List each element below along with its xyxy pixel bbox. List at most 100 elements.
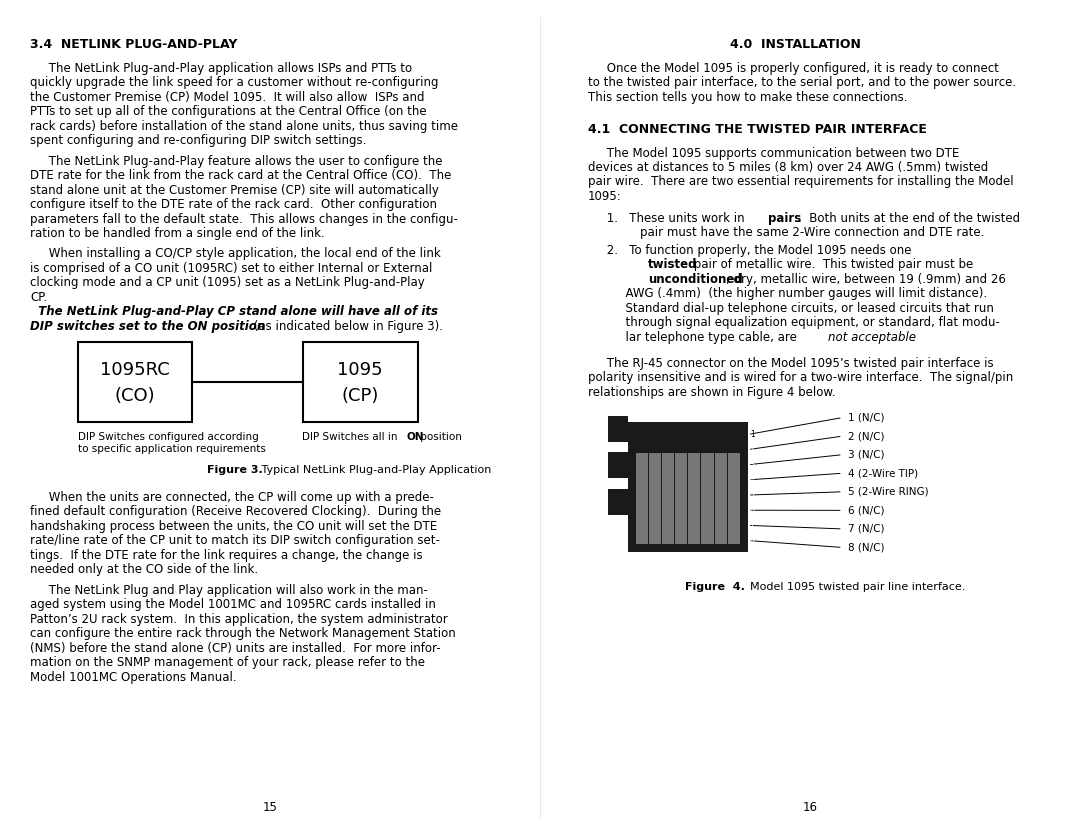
Text: 3: 3 [750, 460, 755, 470]
Text: Figure  4.: Figure 4. [686, 582, 745, 592]
Text: Model 1095 twisted pair line interface.: Model 1095 twisted pair line interface. [743, 582, 966, 592]
FancyBboxPatch shape [608, 452, 627, 479]
Text: twisted: twisted [648, 259, 698, 271]
Text: 4: 4 [750, 475, 755, 485]
FancyBboxPatch shape [715, 454, 727, 545]
Text: polarity insensitive and is wired for a two-wire interface.  The signal/pin: polarity insensitive and is wired for a … [588, 371, 1013, 384]
Text: unconditioned: unconditioned [648, 273, 743, 286]
Text: pairs: pairs [768, 212, 801, 224]
Text: 3 (N/C): 3 (N/C) [848, 450, 885, 460]
Text: relationships are shown in Figure 4 below.: relationships are shown in Figure 4 belo… [588, 386, 836, 399]
Text: the Customer Premise (CP) Model 1095.  It will also allow  ISPs and: the Customer Premise (CP) Model 1095. It… [30, 91, 424, 103]
Text: 8: 8 [750, 536, 755, 545]
Text: pair must have the same 2-Wire connection and DTE rate.: pair must have the same 2-Wire connectio… [639, 226, 984, 239]
Text: The NetLink Plug-and-Play CP stand alone will have all of its: The NetLink Plug-and-Play CP stand alone… [30, 305, 438, 319]
Text: handshaking process between the units, the CO unit will set the DTE: handshaking process between the units, t… [30, 520, 437, 533]
Text: to specific application requirements: to specific application requirements [78, 445, 266, 455]
Text: 1095: 1095 [337, 360, 382, 379]
Text: 3.4  NETLINK PLUG-AND-PLAY: 3.4 NETLINK PLUG-AND-PLAY [30, 38, 238, 51]
Text: Model 1001MC Operations Manual.: Model 1001MC Operations Manual. [30, 671, 237, 684]
Text: The Model 1095 supports communication between two DTE: The Model 1095 supports communication be… [588, 147, 959, 159]
FancyBboxPatch shape [627, 423, 747, 552]
FancyBboxPatch shape [608, 489, 627, 515]
Text: ration to be handled from a single end of the link.: ration to be handled from a single end o… [30, 227, 325, 240]
Text: DIP Switches all in: DIP Switches all in [302, 432, 402, 442]
FancyBboxPatch shape [649, 454, 661, 545]
Text: mation on the SNMP management of your rack, please refer to the: mation on the SNMP management of your ra… [30, 656, 426, 669]
Text: 4.1  CONNECTING THE TWISTED PAIR INTERFACE: 4.1 CONNECTING THE TWISTED PAIR INTERFAC… [588, 123, 927, 136]
Text: quickly upgrade the link speed for a customer without re-configuring: quickly upgrade the link speed for a cus… [30, 76, 438, 89]
Text: 4.0  INSTALLATION: 4.0 INSTALLATION [730, 38, 861, 51]
Text: , dry, metallic wire, between 19 (.9mm) and 26: , dry, metallic wire, between 19 (.9mm) … [726, 273, 1005, 286]
Text: tings.  If the DTE rate for the link requires a change, the change is: tings. If the DTE rate for the link requ… [30, 549, 422, 562]
Text: When the units are connected, the CP will come up with a prede-: When the units are connected, the CP wil… [30, 490, 434, 504]
Text: fined default configuration (Receive Recovered Clocking).  During the: fined default configuration (Receive Rec… [30, 505, 441, 518]
Text: 1 (N/C): 1 (N/C) [848, 413, 885, 423]
Text: Typical NetLink Plug-and-Play Application: Typical NetLink Plug-and-Play Applicatio… [258, 465, 491, 475]
Text: 16: 16 [802, 801, 818, 814]
FancyBboxPatch shape [636, 454, 648, 545]
Text: 7: 7 [750, 521, 755, 530]
Text: clocking mode and a CP unit (1095) set as a NetLink Plug-and-Play: clocking mode and a CP unit (1095) set a… [30, 276, 424, 289]
Text: not acceptable: not acceptable [827, 330, 916, 344]
Text: 5: 5 [750, 490, 755, 500]
Text: DIP Switches configured according: DIP Switches configured according [78, 432, 258, 442]
Text: Figure 3.: Figure 3. [207, 465, 264, 475]
Text: When installing a CO/CP style application, the local end of the link: When installing a CO/CP style applicatio… [30, 248, 441, 260]
Text: 2 (N/C): 2 (N/C) [848, 431, 885, 441]
Text: 8 (N/C): 8 (N/C) [848, 542, 885, 552]
Text: (NMS) before the stand alone (CP) units are installed.  For more infor-: (NMS) before the stand alone (CP) units … [30, 641, 441, 655]
FancyBboxPatch shape [662, 454, 674, 545]
FancyBboxPatch shape [688, 454, 701, 545]
Text: 1095RC: 1095RC [100, 360, 170, 379]
Text: 7 (N/C): 7 (N/C) [848, 524, 885, 534]
Text: 1: 1 [750, 430, 755, 439]
Text: 15: 15 [262, 801, 278, 814]
Text: needed only at the CO side of the link.: needed only at the CO side of the link. [30, 563, 258, 576]
Text: pair of metallic wire.  This twisted pair must be: pair of metallic wire. This twisted pair… [690, 259, 973, 271]
Text: pair wire.  There are two essential requirements for installing the Model: pair wire. There are two essential requi… [588, 175, 1013, 188]
Text: Patton’s 2U rack system.  In this application, the system administrator: Patton’s 2U rack system. In this applica… [30, 612, 448, 626]
Text: rate/line rate of the CP unit to match its DIP switch configuration set-: rate/line rate of the CP unit to match i… [30, 535, 440, 547]
Text: position: position [417, 432, 462, 442]
Text: devices at distances to 5 miles (8 km) over 24 AWG (.5mm) twisted: devices at distances to 5 miles (8 km) o… [588, 161, 988, 174]
Text: 1.   These units work in: 1. These units work in [588, 212, 748, 224]
Text: can configure the entire rack through the Network Management Station: can configure the entire rack through th… [30, 627, 456, 640]
FancyBboxPatch shape [78, 342, 192, 422]
Text: ON: ON [406, 432, 424, 442]
Text: 2.   To function properly, the Model 1095 needs one: 2. To function properly, the Model 1095 … [588, 244, 912, 257]
Text: 2: 2 [750, 445, 755, 455]
Text: The NetLink Plug-and-Play application allows ISPs and PTTs to: The NetLink Plug-and-Play application al… [30, 62, 413, 75]
Text: configure itself to the DTE rate of the rack card.  Other configuration: configure itself to the DTE rate of the … [30, 198, 437, 211]
Text: 6 (N/C): 6 (N/C) [848, 505, 885, 515]
Text: is comprised of a CO unit (1095RC) set to either Internal or External: is comprised of a CO unit (1095RC) set t… [30, 262, 432, 275]
Text: PTTs to set up all of the configurations at the Central Office (on the: PTTs to set up all of the configurations… [30, 105, 427, 118]
Text: lar telephone type cable, are: lar telephone type cable, are [588, 330, 800, 344]
Text: DTE rate for the link from the rack card at the Central Office (CO).  The: DTE rate for the link from the rack card… [30, 169, 451, 182]
Text: The NetLink Plug and Play application will also work in the man-: The NetLink Plug and Play application wi… [30, 584, 428, 596]
Text: Once the Model 1095 is properly configured, it is ready to connect: Once the Model 1095 is properly configur… [588, 62, 999, 75]
FancyBboxPatch shape [675, 454, 687, 545]
FancyBboxPatch shape [728, 454, 740, 545]
Text: to the twisted pair interface, to the serial port, and to the power source.: to the twisted pair interface, to the se… [588, 76, 1016, 89]
Text: This section tells you how to make these connections.: This section tells you how to make these… [588, 91, 907, 103]
FancyBboxPatch shape [302, 342, 418, 422]
Text: The NetLink Plug-and-Play feature allows the user to configure the: The NetLink Plug-and-Play feature allows… [30, 154, 443, 168]
Text: parameters fall to the default state.  This allows changes in the configu-: parameters fall to the default state. Th… [30, 213, 458, 226]
Text: Standard dial-up telephone circuits, or leased circuits that run: Standard dial-up telephone circuits, or … [588, 302, 994, 314]
Text: 4 (2-Wire TIP): 4 (2-Wire TIP) [848, 468, 918, 478]
Text: AWG (.4mm)  (the higher number gauges will limit distance).: AWG (.4mm) (the higher number gauges wil… [588, 287, 987, 300]
Text: .  Both units at the end of the twisted: . Both units at the end of the twisted [798, 212, 1020, 224]
FancyBboxPatch shape [701, 454, 714, 545]
Text: rack cards) before installation of the stand alone units, thus saving time: rack cards) before installation of the s… [30, 120, 458, 133]
Text: .: . [912, 330, 916, 344]
Text: The RJ-45 connector on the Model 1095’s twisted pair interface is: The RJ-45 connector on the Model 1095’s … [588, 357, 994, 369]
Text: through signal equalization equipment, or standard, flat modu-: through signal equalization equipment, o… [588, 316, 1000, 329]
Text: (CO): (CO) [114, 387, 156, 404]
Text: (CP): (CP) [341, 387, 379, 404]
Text: spent configuring and re-configuring DIP switch settings.: spent configuring and re-configuring DIP… [30, 134, 366, 148]
Text: stand alone unit at the Customer Premise (CP) site will automatically: stand alone unit at the Customer Premise… [30, 183, 438, 197]
Text: 6: 6 [750, 505, 755, 515]
Text: 1095:: 1095: [588, 190, 622, 203]
FancyBboxPatch shape [608, 416, 627, 442]
